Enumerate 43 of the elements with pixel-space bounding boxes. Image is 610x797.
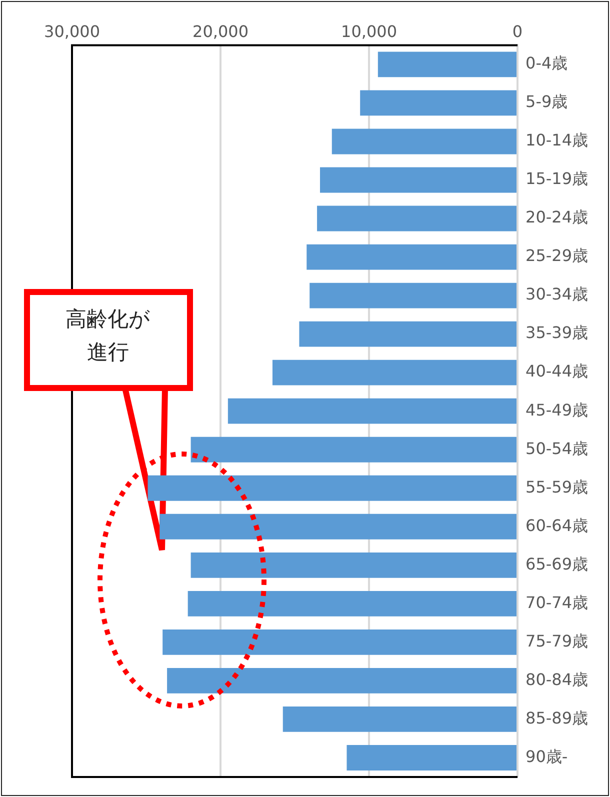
- y-tick-label: 10-14歳: [526, 130, 588, 150]
- bar: [148, 475, 517, 501]
- y-tick-label: 35-39歳: [526, 323, 588, 342]
- y-tick-label: 65-69歳: [526, 554, 588, 574]
- bar: [310, 282, 517, 308]
- bar: [188, 590, 517, 616]
- bar: [346, 745, 517, 770]
- y-tick-label: 15-19歳: [526, 169, 588, 188]
- bar: [320, 167, 517, 193]
- y-tick-label: 30-34歳: [526, 284, 588, 304]
- bar: [282, 706, 517, 732]
- y-tick-label: 0-4歳: [526, 54, 568, 73]
- y-tick-label: 5-9歳: [526, 92, 568, 112]
- x-tick-label: 10,000: [341, 22, 397, 41]
- bar: [317, 206, 517, 232]
- y-tick-label: 85-89歳: [526, 708, 588, 728]
- bar: [228, 398, 517, 424]
- bar: [190, 436, 517, 462]
- y-tick-label: 75-79歳: [526, 631, 588, 650]
- x-tick-label: 20,000: [192, 22, 248, 41]
- y-tick-label: 25-29歳: [526, 246, 588, 266]
- bar: [360, 90, 517, 116]
- y-tick-label: 70-74歳: [526, 592, 588, 612]
- bar: [160, 514, 517, 540]
- bar: [306, 244, 517, 270]
- x-tick-label: 30,000: [44, 22, 100, 41]
- y-tick-label: 60-64歳: [526, 516, 588, 535]
- annotation: 高齢化が進行: [64, 306, 152, 366]
- y-tick-label: 55-59歳: [526, 477, 588, 496]
- y-tick-label: 40-44歳: [526, 362, 588, 381]
- bar: [378, 52, 517, 78]
- bar: [332, 128, 517, 154]
- y-tick-label: 90歳-: [526, 746, 568, 766]
- bar: [167, 668, 517, 694]
- y-tick-label: 80-84歳: [526, 670, 588, 689]
- x-tick-label: 0: [512, 22, 523, 41]
- y-tick-label: 50-54歳: [526, 438, 588, 458]
- y-tick-label: 20-24歳: [526, 208, 588, 227]
- y-tick-label: 45-49歳: [526, 400, 588, 420]
- bar: [272, 360, 517, 386]
- bar: [299, 321, 517, 347]
- bar: [190, 552, 517, 578]
- bar: [162, 629, 517, 655]
